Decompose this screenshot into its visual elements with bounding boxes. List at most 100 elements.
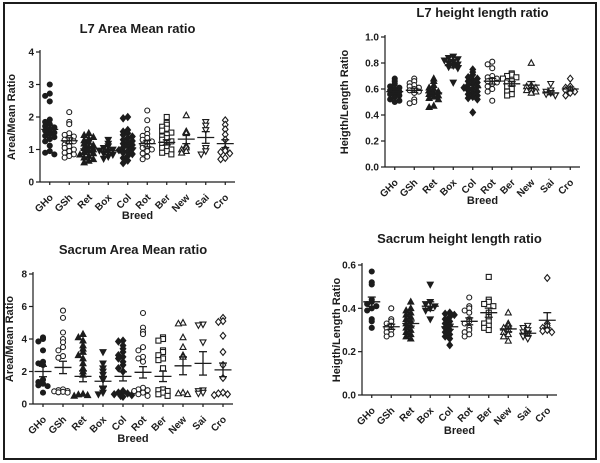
- category-label: Col: [460, 177, 479, 196]
- series-Cro-mean-sem: [561, 86, 579, 92]
- y-axis-label: Heigth/Length Ratio: [339, 49, 351, 154]
- series-Box-points: [94, 349, 107, 399]
- series-Ber-points: [481, 273, 497, 334]
- category-label: GSh: [47, 414, 69, 436]
- y-axis: 0 1 2 3 4: [28, 48, 40, 189]
- y-tick-label: 0: [28, 178, 34, 189]
- series-GHo-points: [35, 334, 51, 396]
- series-Col-mean-sem: [464, 84, 482, 91]
- series-Ret-mean-sem: [425, 90, 443, 96]
- series-New-points: [177, 111, 191, 156]
- category-label: Box: [415, 405, 436, 426]
- series-GSh-mean-sem: [60, 137, 78, 145]
- category-label: GHo: [355, 405, 378, 428]
- series-Sai-points: [194, 321, 207, 398]
- category-label: Rot: [134, 192, 154, 212]
- y-tick-label: 6: [21, 302, 27, 313]
- category-label: Sai: [538, 177, 557, 196]
- series-New-mean-sem: [522, 80, 540, 90]
- chart-panel-l7-area-mean-ratio: 0 1 2 3 4 GHo GSh Ret Box Col Rot Ber New Sai Cro L7 Ar…: [0, 0, 300, 231]
- category-label: New: [515, 177, 537, 199]
- y-tick-label: 0: [21, 400, 27, 411]
- y-tick-label: 2: [28, 113, 34, 124]
- series-GHo-mean-sem: [386, 89, 404, 95]
- axes: [384, 35, 580, 168]
- series-Sai-points: [197, 119, 210, 159]
- series-GSh-points: [61, 109, 77, 161]
- y-axis-label: Area/Mean Ratio: [4, 296, 16, 382]
- series-GHo-mean-sem: [363, 296, 381, 308]
- series-Ret-points: [70, 329, 92, 399]
- category-label: Sai: [515, 405, 534, 424]
- category-label: New: [167, 414, 189, 436]
- category-label: Ber: [475, 405, 495, 425]
- series-Box-mean-sem: [99, 148, 117, 154]
- category-label: New: [492, 405, 514, 427]
- series-Rot-mean-sem: [483, 77, 501, 85]
- series-Ret-points: [402, 297, 415, 342]
- chart-title: Sacrum height length ratio: [377, 232, 542, 246]
- x-axis-label: Breed: [467, 195, 498, 207]
- series-Rot-mean-sem: [138, 139, 156, 148]
- y-axis: 0 2 4 6 8: [21, 270, 33, 411]
- category-label: Ret: [421, 177, 441, 197]
- series-GSh-points: [383, 305, 395, 340]
- category-label: Rot: [479, 177, 499, 197]
- y-tick-label: 0.4: [365, 111, 379, 122]
- category-label: Ret: [398, 405, 418, 425]
- category-label: GHo: [378, 177, 401, 200]
- category-label: Sai: [191, 414, 210, 433]
- chart-panel-sacrum-height-length-ratio: 0.0 0.2 0.4 0.6 GHo GSh Ret Box Col Rot Ber New Sai C…: [300, 232, 600, 463]
- y-tick-label: 0.0: [365, 163, 379, 174]
- category-label: GHo: [26, 414, 49, 437]
- y-tick-label: 1: [28, 145, 34, 156]
- chart-title: L7 height length ratio: [416, 5, 548, 20]
- y-axis: 0.0 0.2 0.4 0.6: [342, 261, 362, 402]
- series-Box-mean-sem: [94, 375, 112, 387]
- y-tick-label: 0.2: [342, 347, 356, 358]
- series-GSh-mean-sem: [405, 87, 423, 94]
- category-label: Col: [115, 192, 134, 211]
- series-Sai-points: [542, 80, 560, 100]
- series-New-mean-sem: [177, 133, 195, 145]
- y-axis: 0.0 0.2 0.4 0.6 0.8 1.0: [365, 33, 385, 174]
- category-label: New: [170, 192, 192, 214]
- category-label: Rot: [130, 414, 150, 434]
- series-Col-points: [110, 336, 136, 401]
- series-Rot-points: [461, 294, 473, 340]
- series-Cro-mean-sem: [214, 362, 232, 378]
- chart-panel-l7-height-length-ratio: 0.0 0.2 0.4 0.6 0.8 1.0 GHo GSh Ret Box Col Rot Ber N…: [300, 0, 600, 231]
- series-GSh-mean-sem: [54, 360, 72, 375]
- series-New-points: [174, 318, 192, 398]
- category-label: GHo: [33, 192, 56, 215]
- y-tick-label: 0.4: [342, 304, 356, 315]
- y-tick-label: 1.0: [365, 33, 379, 44]
- series-GSh-points: [51, 307, 71, 396]
- axes: [361, 263, 557, 396]
- series-Ret-mean-sem: [74, 370, 92, 383]
- series-Ber-mean-sem: [480, 307, 498, 318]
- x-axis-label: Breed: [444, 425, 475, 437]
- series-Cro-points: [210, 313, 232, 400]
- series-Sai-mean-sem: [519, 330, 537, 337]
- series-Cro-points: [217, 115, 234, 164]
- series-Rot-points: [131, 309, 151, 399]
- series-Sai-mean-sem: [194, 351, 212, 376]
- series-Ber-mean-sem: [503, 81, 521, 87]
- series-Ret-mean-sem: [402, 320, 420, 327]
- chart-title: Sacrum Area Mean ratio: [59, 242, 207, 257]
- x-axis-label: Breed: [117, 433, 148, 445]
- series-Ber-points: [159, 113, 175, 158]
- series-Col-mean-sem: [114, 371, 132, 382]
- y-tick-label: 4: [28, 48, 34, 59]
- series-Cro-mean-sem: [538, 312, 556, 329]
- series-Rot-mean-sem: [460, 317, 478, 326]
- category-label: GSh: [398, 177, 420, 199]
- category-label: Box: [88, 414, 109, 435]
- series-Ber-mean-sem: [154, 370, 172, 383]
- series-GSh-mean-sem: [382, 323, 400, 330]
